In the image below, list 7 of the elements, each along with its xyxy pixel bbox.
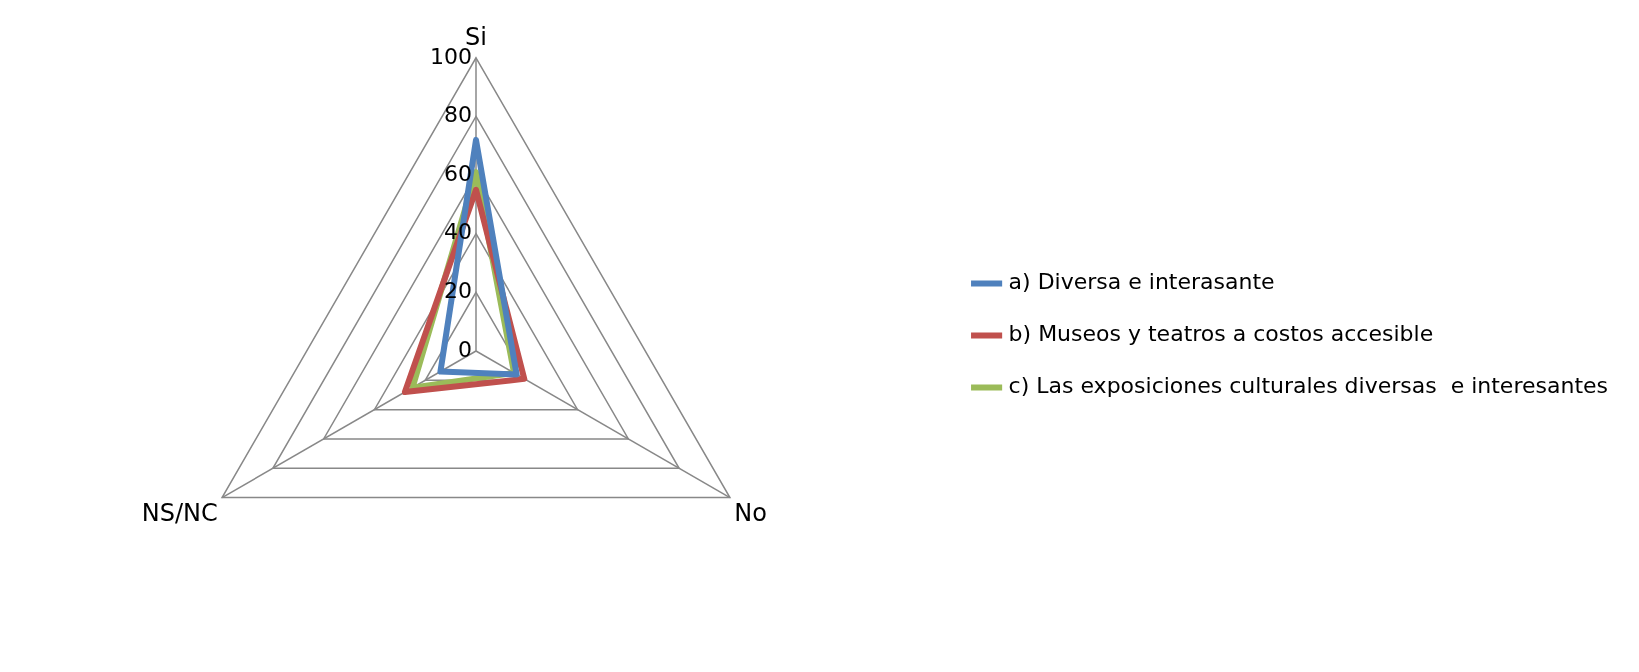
legend-label: c) Las exposiciones culturales diversas e interesantes <box>1008 373 1608 399</box>
y-tick-label: 0 <box>458 336 472 362</box>
y-tick-label: 80 <box>444 102 472 128</box>
legend-label: a) Diversa e interasante <box>1008 269 1275 295</box>
spoke-label: No <box>734 498 767 527</box>
spoke-label: NS/NC <box>141 498 218 527</box>
legend-label: b) Museos y teatros a costos accesible <box>1008 321 1434 347</box>
